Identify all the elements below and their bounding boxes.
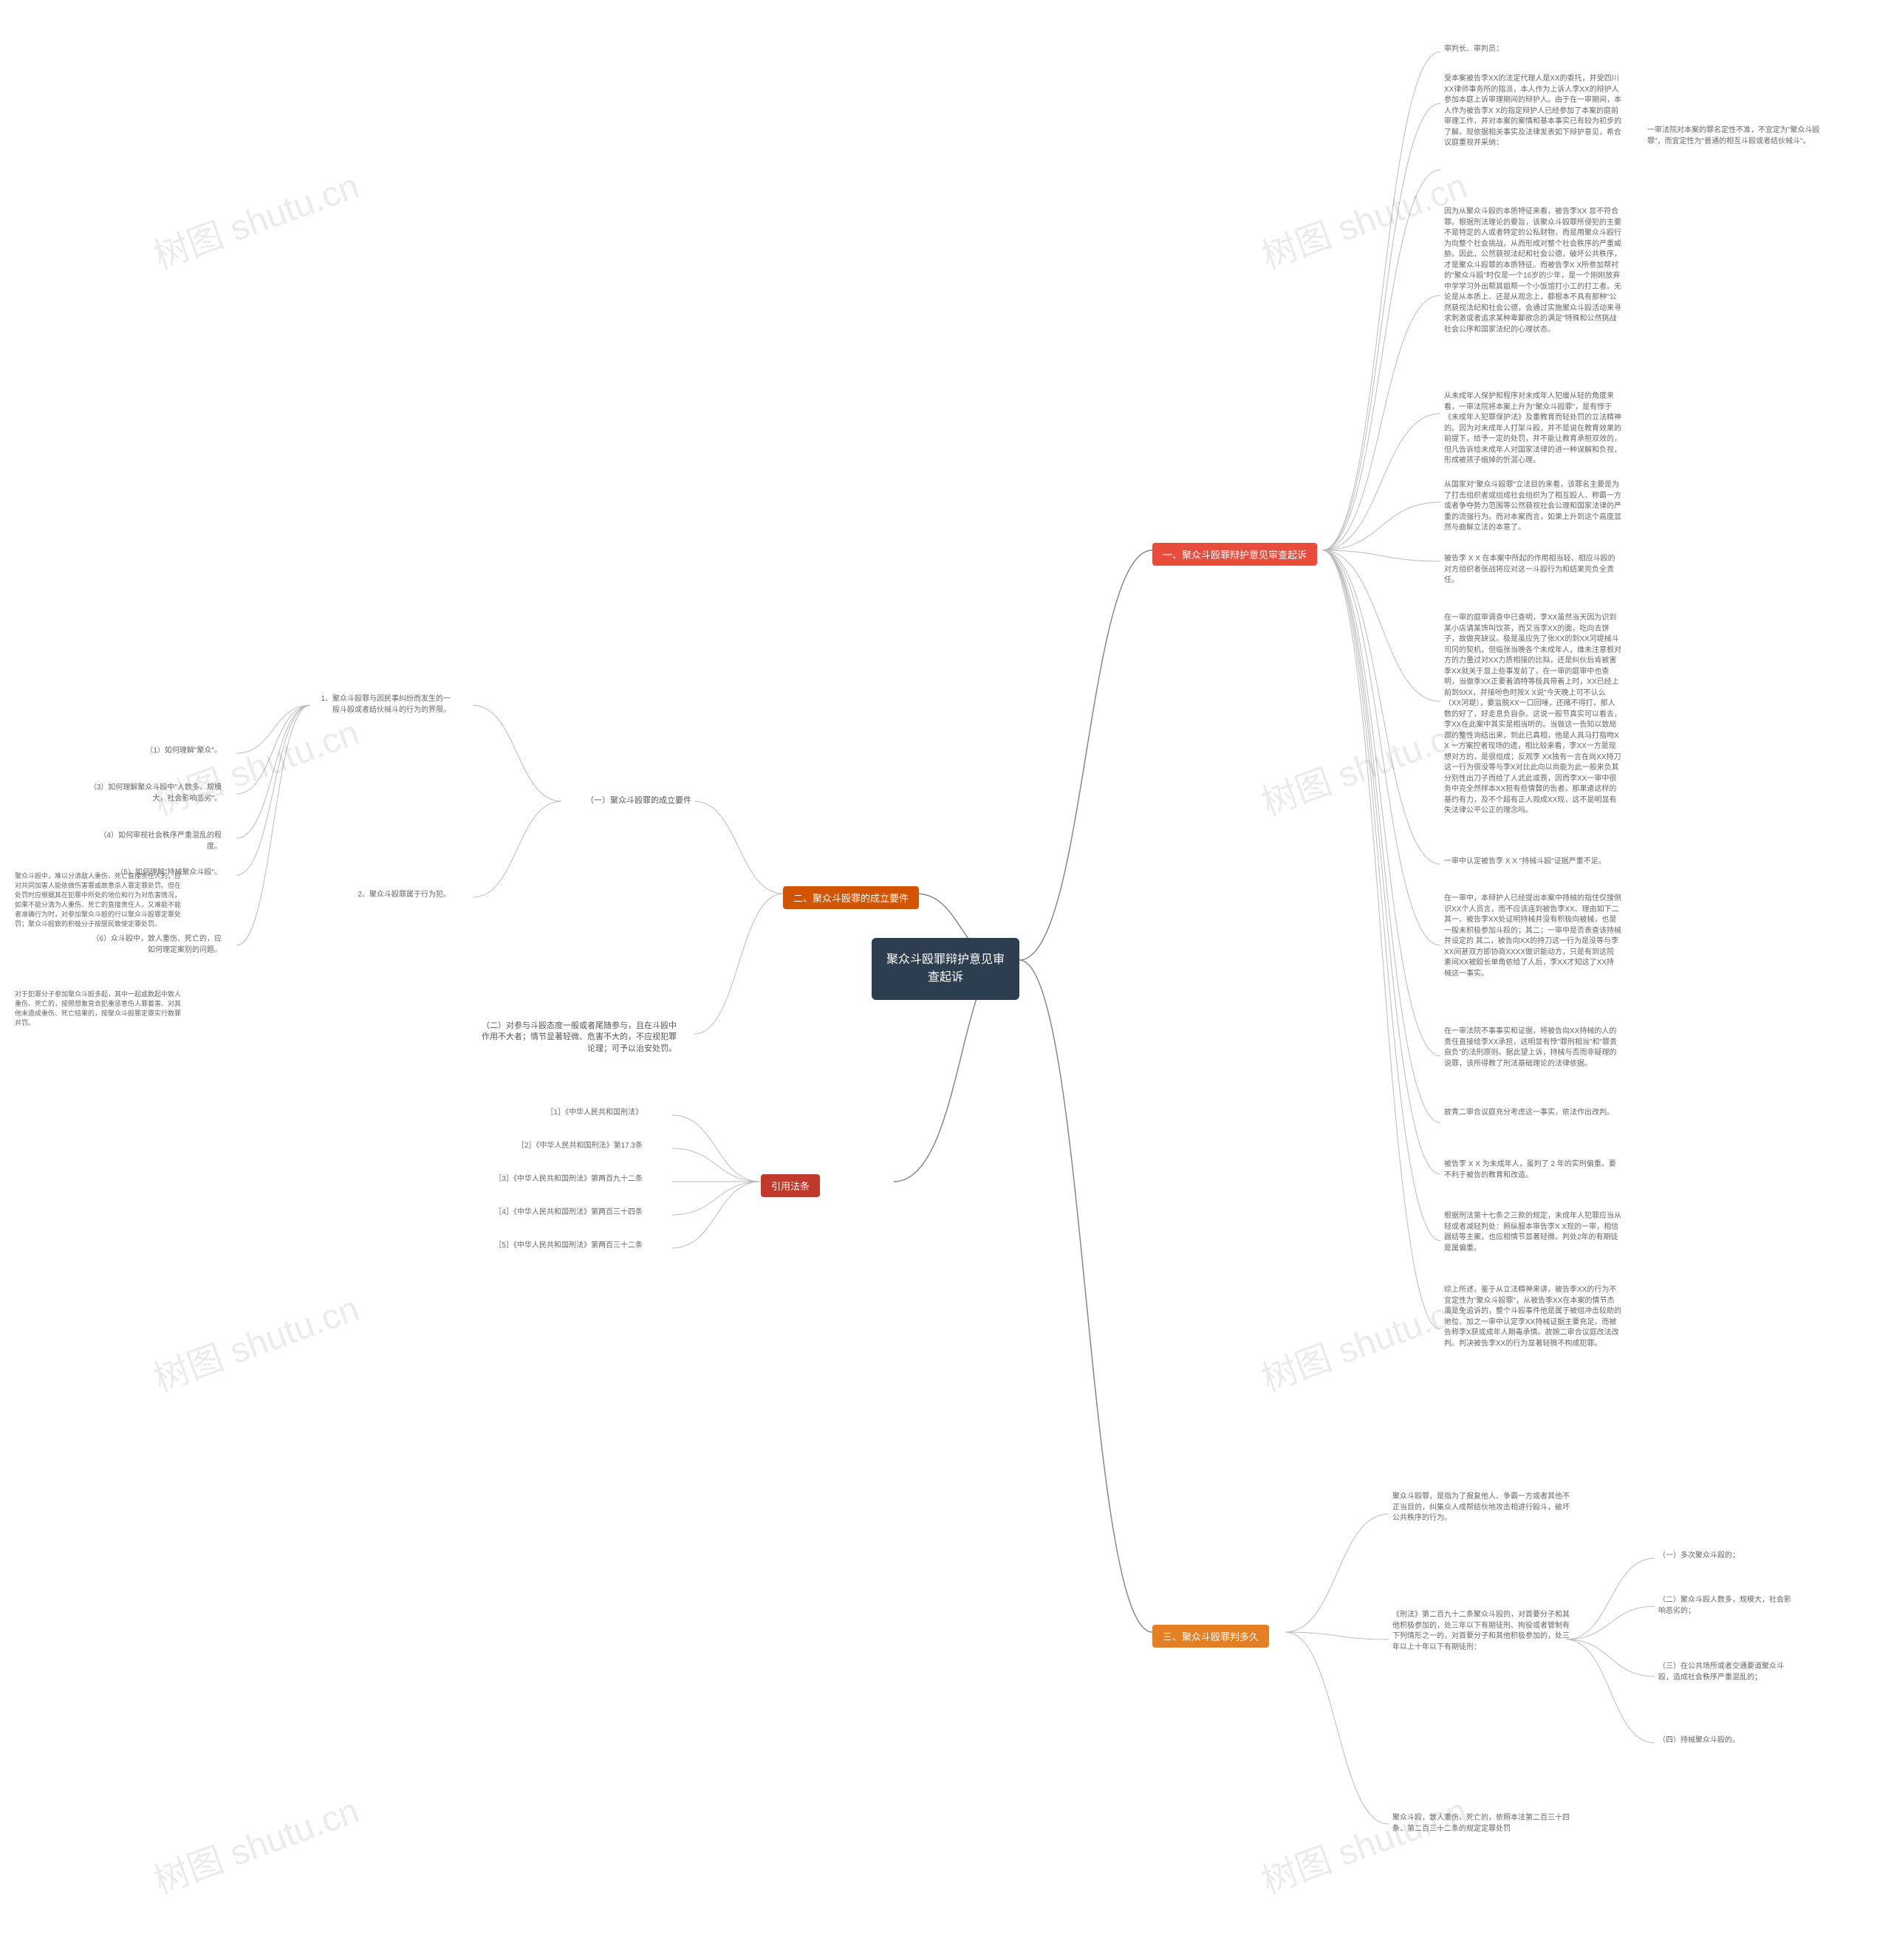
b1-leaf-8: 一审中认定被告李 X X "持械斗殴"证据严重不足。 [1444, 857, 1606, 868]
watermark: 树图 shutu.cn [1254, 1279, 1473, 1401]
b1-leaf-7: 在一审的庭审调查中已查明，李XX虽然当天因为识到某小店请某饰叫饮茶，而又当李XX… [1444, 613, 1621, 817]
b4-item-3: （四）持械聚众斗殴的。 [1658, 1735, 1740, 1747]
b1-leaf-0: 审判长、审判员： [1444, 44, 1503, 55]
b3-item-0: ［1］《中华人民共和国刑法》 [473, 1108, 643, 1119]
b2-sub2: （二）对参与斗殴态度一般或者尾随参与，且在斗殴中作用不大者；情节显著轻微、危害不… [473, 1019, 680, 1057]
b2-sub1-child-0: 1、聚众斗殴罪与因民事纠纷而发生的一般斗殴或者结伙械斗的行为的界限。 [318, 694, 451, 716]
watermark: 树图 shutu.cn [146, 1781, 365, 1903]
watermark: 树图 shutu.cn [1254, 1781, 1473, 1903]
b1-leaf-12: 被告李 X X 为未成年人，虽判了 2 年的实刑偏重。要不利于被告的教育和改造。 [1444, 1159, 1621, 1181]
b2-sub1-child-1: 2、聚众斗殴罪属于行为犯。 [318, 890, 451, 901]
b1-leaf-1: 受本案被告李XX的法定代理人是XX的委托，并受四川XX律师事务所的指派，本人作为… [1444, 74, 1621, 149]
center-node[interactable]: 聚众斗殴罪辩护意见审查起诉 [872, 938, 1019, 1000]
watermark: 树图 shutu.cn [146, 703, 365, 825]
b4-item-1: （二）聚众斗殴人数多，规模大，社会影响恶劣的； [1658, 1595, 1791, 1617]
b3-item-2: ［3］《中华人民共和国刑法》第两百九十二条 [473, 1174, 643, 1185]
b3-item-3: ［4］《中华人民共和国刑法》第两百三十四条 [473, 1207, 643, 1219]
b4-item-2: （三）在公共场所或者交通要道聚众斗殴，造成社会秩序严重混乱的； [1658, 1662, 1791, 1683]
b4-tail: 聚众斗殴，致人重伤、死亡的，依照本法第二百三十四条、第二百三十二条的规定定罪处罚 [1392, 1813, 1570, 1834]
b1-leaf-4: 从未成年人保护和程序对未成年人犯缓从轻的角度来看，一审法院将本案上升为"聚众斗殴… [1444, 391, 1621, 467]
b4-item-0: （一）多次聚众斗殴的； [1658, 1551, 1740, 1562]
b1-leaf-3: 因为从聚众斗殴的本质特征来看，被告李XX 显不符合罪。根据刑法理论的要旨，该聚众… [1444, 207, 1621, 335]
b1-leaf-5: 从国家对"聚众斗殴罪"立法目的来看，该罪名主要是为了打击组织者或组成社会组织为了… [1444, 480, 1621, 534]
b2-grand-2: （4）如何审视社会秩序严重混乱的程度。 [89, 831, 222, 852]
watermark: 树图 shutu.cn [1254, 703, 1473, 825]
b3-item-4: ［5］《中华人民共和国刑法》第两百三十二条 [473, 1241, 643, 1252]
b1-leaf-2: 一审法院对本案的罪名定性不准，不宜定为"聚众斗殴罪"，而宜定性为"普通的相互斗殴… [1647, 126, 1825, 147]
branch-1[interactable]: 一、聚众斗殴罪辩护意见审查起诉 [1152, 543, 1317, 566]
b4-intro: 聚众斗殴罪，是指为了报复他人、争霸一方或者其他不正当目的，纠集众人成帮结伙地攻击… [1392, 1492, 1570, 1524]
b3-item-1: ［2］《中华人民共和国刑法》第17.3条 [473, 1141, 643, 1152]
b4-law: 《刑法》第二百九十二条聚众斗殴的，对首要分子和其他积极参加的，处三年以下有期徒刑… [1392, 1610, 1570, 1653]
b1-leaf-13: 根据刑法第十七条之三款的规定，未成年人犯罪应当从轻或者减轻判处：照纵服本审告李X… [1444, 1211, 1621, 1254]
b2-note-0: 聚众斗殴中，难以分清敌人重伤、死亡直接责任人的，应对共同加害人能依做伤害罪或故意… [15, 871, 185, 929]
b1-leaf-10: 在一审法院不事事实和证据，将被告向XX持械的人的责任直接给李XX承担，这明显有悖… [1444, 1027, 1621, 1069]
b1-leaf-6: 被告李 X X 在本案中所起的作用相当轻、相应斗殴的对方组织者张战将应对这一斗殴… [1444, 554, 1621, 586]
branch-2[interactable]: 二、聚众斗殴罪的成立要件 [783, 886, 919, 909]
watermark: 树图 shutu.cn [146, 1279, 365, 1401]
b1-leaf-11: 故青二审合议庭充分考虑这一事实，依法作出改判。 [1444, 1108, 1614, 1119]
b1-leaf-9: 在一审中，本辩护人已经提出本案中持械的指住仅搜侧识XX个人员言，而不应该连到被告… [1444, 894, 1621, 979]
b2-grand-4: （6）众斗殴中，致人重伤、死亡的，应如何理定案别的问题。 [89, 934, 222, 956]
b2-sub1[interactable]: （一）聚众斗殴罪的成立要件 [561, 794, 694, 809]
branch-4[interactable]: 三、聚众斗殴罪判多久 [1152, 1625, 1269, 1648]
watermark: 树图 shutu.cn [146, 157, 365, 278]
b1-leaf-14: 综上所述，鉴于从立法精神来讲，被告季XX的行为不宜定性为"聚众斗殴罪"，从被告季… [1444, 1285, 1621, 1349]
b2-note-1: 对于犯罪分子参加聚众斗殴多起，其中一起或数起中致人重伤、死亡的，按照想象竞合犯重… [15, 990, 185, 1028]
branch-3[interactable]: 引用法条 [761, 1174, 820, 1197]
watermark: 树图 shutu.cn [1254, 157, 1473, 278]
b2-grand-1: （3）如何理解聚众斗殴中"人数多、规模大，社会影响恶劣"。 [89, 783, 222, 804]
b2-grand-0: （1）如何理解"聚众"。 [89, 746, 222, 757]
